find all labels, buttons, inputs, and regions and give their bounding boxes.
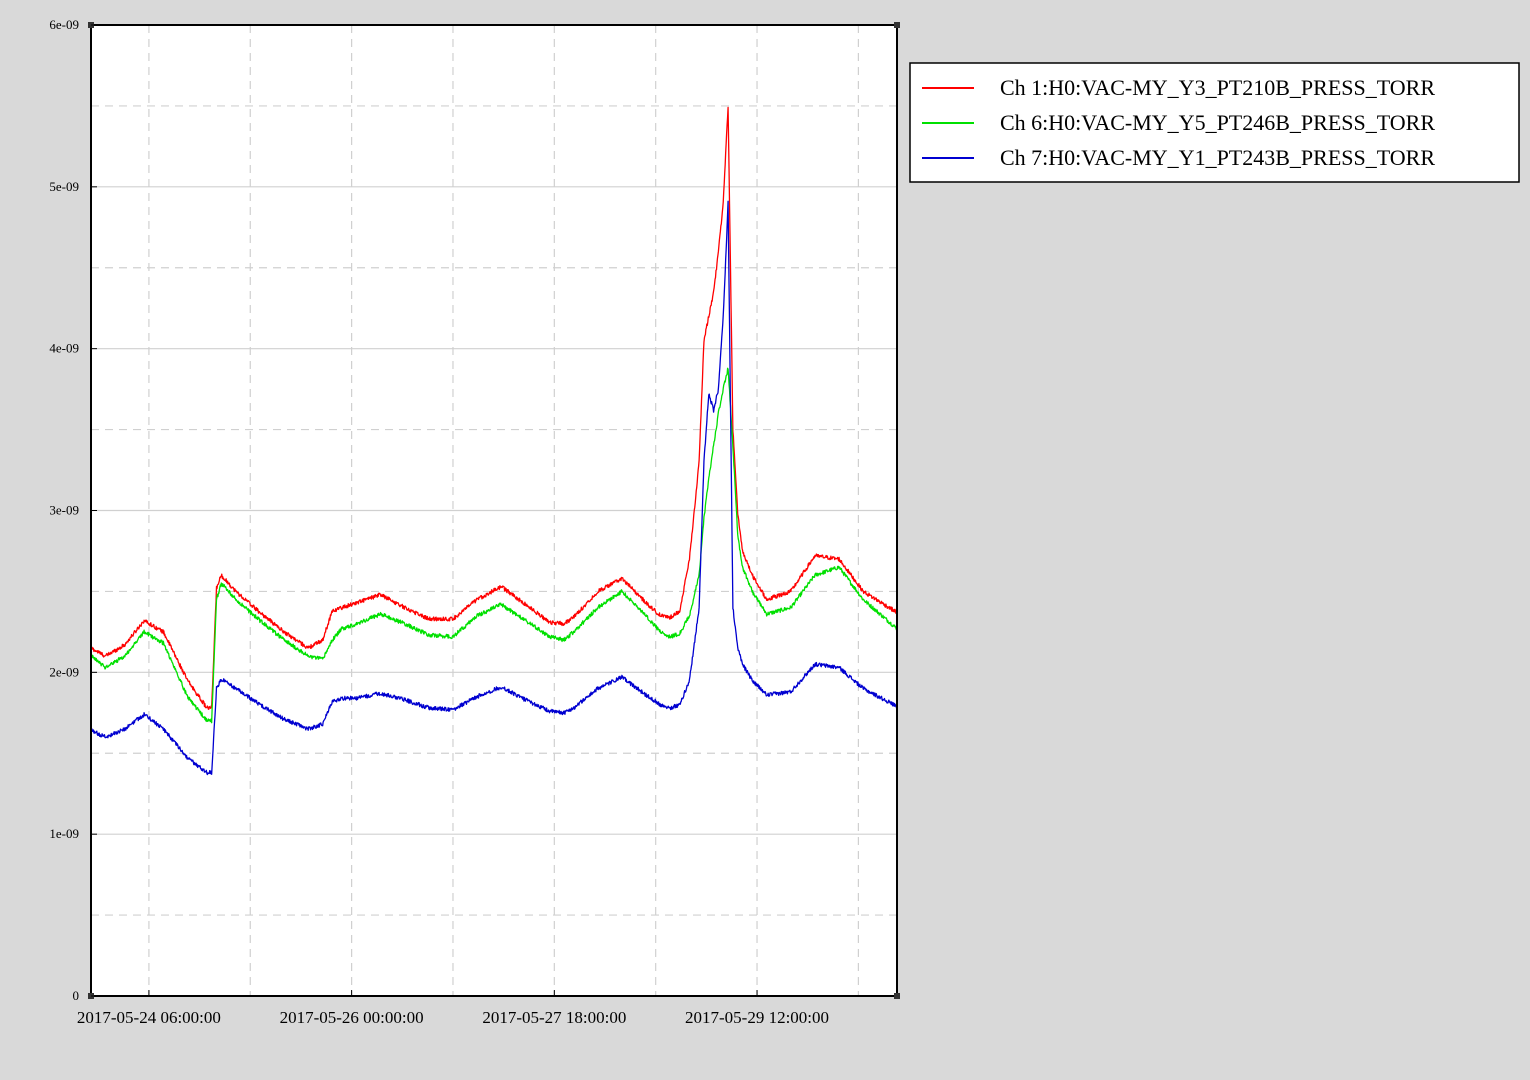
y-tick-label-5: 5e-09 bbox=[49, 179, 79, 194]
grid-lines bbox=[91, 25, 897, 996]
x-axis-ticks: 2017-05-24 06:00:00 2017-05-26 00:00:00 20… bbox=[77, 990, 829, 1027]
x-tick-label-3: 2017-05-29 12:00:00 bbox=[685, 1008, 829, 1027]
x-tick-label-1: 2017-05-26 00:00:00 bbox=[280, 1008, 424, 1027]
legend-label-ch7: Ch 7:H0:VAC-MY_Y1_PT243B_PRESS_TORR bbox=[1000, 145, 1435, 170]
y-tick-label-0: 0 bbox=[73, 988, 80, 1003]
series-line-2 bbox=[90, 367, 898, 724]
y-tick-label-2: 2e-09 bbox=[49, 664, 79, 679]
legend-label-ch6: Ch 6:H0:VAC-MY_Y5_PT246B_PRESS_TORR bbox=[1000, 110, 1435, 135]
handle-bottom-right[interactable] bbox=[894, 993, 900, 999]
legend-box bbox=[909, 62, 1520, 183]
series-line-1 bbox=[90, 106, 898, 710]
series-lines bbox=[90, 106, 898, 776]
legend: Ch 1:H0:VAC-MY_Y3_PT210B_PRESS_TORR Ch 6… bbox=[909, 62, 1520, 183]
x-tick-label-2: 2017-05-27 18:00:00 bbox=[482, 1008, 626, 1027]
y-tick-label-6: 6e-09 bbox=[49, 17, 79, 32]
x-tick-label-0: 2017-05-24 06:00:00 bbox=[77, 1008, 221, 1027]
y-tick-label-3: 3e-09 bbox=[49, 503, 79, 518]
handle-top-right[interactable] bbox=[894, 22, 900, 28]
y-axis-ticks: 0 1e-09 2e-09 3e-09 4e-09 5e-09 6e-09 bbox=[49, 17, 97, 1003]
series-line-3 bbox=[90, 200, 898, 776]
y-tick-label-1: 1e-09 bbox=[49, 826, 79, 841]
legend-label-ch1: Ch 1:H0:VAC-MY_Y3_PT210B_PRESS_TORR bbox=[1000, 75, 1435, 100]
y-tick-label-4: 4e-09 bbox=[49, 341, 79, 356]
